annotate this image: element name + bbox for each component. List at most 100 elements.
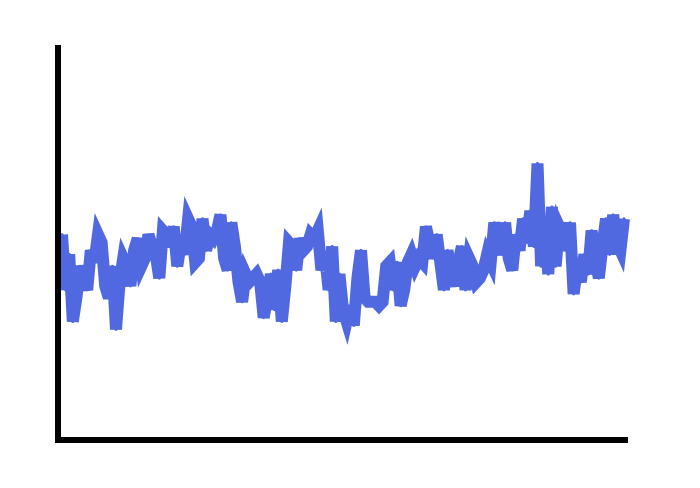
- data-point: [204, 248, 208, 252]
- data-point: [464, 288, 467, 292]
- data-point: [193, 260, 197, 264]
- data-point: [572, 292, 576, 296]
- data-point: [316, 229, 320, 233]
- data-point: [420, 260, 424, 264]
- data-point: [417, 256, 421, 260]
- data-point: [521, 217, 525, 221]
- data-point: [352, 323, 356, 327]
- data-point: [435, 233, 439, 237]
- data-point: [147, 233, 150, 237]
- data-point: [503, 221, 507, 225]
- data-point: [496, 241, 500, 244]
- data-point: [391, 288, 395, 292]
- data-point: [226, 268, 230, 272]
- data-point: [100, 241, 104, 244]
- data-point: [128, 284, 132, 288]
- data-point: [60, 233, 64, 237]
- data-point: [597, 276, 601, 280]
- data-point: [229, 221, 233, 225]
- data-point: [334, 320, 338, 323]
- data-point: [460, 245, 464, 248]
- data-point: [424, 225, 428, 229]
- data-point: [525, 241, 529, 244]
- data-point: [593, 256, 597, 260]
- data-point: [157, 276, 161, 280]
- series-line: [60, 163, 626, 330]
- data-point: [154, 252, 158, 256]
- data-point: [399, 304, 403, 308]
- data-point: [118, 280, 122, 284]
- data-point: [568, 221, 572, 225]
- data-point: [554, 264, 558, 268]
- data-point: [359, 248, 363, 252]
- data-point: [262, 316, 266, 320]
- data-point: [294, 268, 298, 272]
- data-point: [622, 217, 626, 221]
- data-point: [121, 256, 125, 260]
- data-point: [186, 217, 190, 221]
- data-point: [611, 213, 615, 217]
- data-point: [366, 300, 370, 304]
- data-point: [370, 300, 374, 304]
- data-point: [341, 308, 345, 312]
- data-point: [373, 300, 377, 304]
- data-point: [381, 300, 385, 304]
- data-point: [510, 268, 514, 272]
- data-point: [291, 245, 295, 248]
- data-point: [467, 256, 471, 260]
- data-point: [550, 205, 554, 209]
- data-point: [575, 264, 579, 268]
- data-point: [528, 209, 532, 213]
- data-point: [604, 217, 608, 221]
- data-point: [442, 288, 446, 292]
- data-point: [132, 248, 136, 252]
- data-point: [179, 241, 183, 244]
- data-point: [543, 221, 547, 225]
- data-point: [265, 296, 269, 300]
- data-point: [446, 248, 449, 252]
- data-point: [247, 280, 251, 284]
- data-point: [600, 245, 604, 248]
- data-point: [478, 276, 482, 280]
- data-point: [74, 296, 78, 300]
- data-point: [500, 252, 503, 256]
- data-point: [330, 245, 334, 248]
- data-point: [273, 308, 277, 312]
- data-point: [409, 252, 413, 256]
- data-point: [78, 264, 82, 268]
- series-layer: [56, 162, 630, 345]
- data-point: [323, 252, 327, 256]
- data-point: [453, 284, 457, 288]
- data-point: [67, 252, 71, 256]
- data-point: [518, 248, 521, 252]
- data-point: [280, 320, 284, 323]
- data-point: [388, 260, 392, 264]
- data-point: [276, 268, 280, 272]
- data-point: [586, 272, 590, 276]
- data-point: [618, 248, 622, 252]
- data-point: [485, 252, 489, 256]
- data-point: [211, 237, 215, 240]
- data-point: [348, 304, 352, 308]
- data-point: [298, 237, 302, 240]
- data-point: [183, 252, 186, 256]
- data-point: [438, 260, 442, 264]
- data-point: [89, 248, 93, 252]
- data-point: [71, 320, 75, 323]
- data-point: [309, 233, 313, 237]
- data-point: [143, 256, 147, 260]
- data-point: [114, 327, 118, 331]
- data-point: [428, 241, 431, 244]
- data-point: [208, 233, 212, 237]
- data-point: [337, 272, 341, 276]
- data-point: [201, 217, 204, 221]
- data-point: [222, 256, 226, 260]
- data-point: [406, 260, 410, 264]
- data-point: [161, 229, 165, 233]
- data-point: [489, 260, 493, 264]
- data-point: [139, 264, 143, 268]
- data-point: [103, 284, 107, 288]
- data-point: [384, 264, 388, 268]
- data-point: [219, 213, 222, 217]
